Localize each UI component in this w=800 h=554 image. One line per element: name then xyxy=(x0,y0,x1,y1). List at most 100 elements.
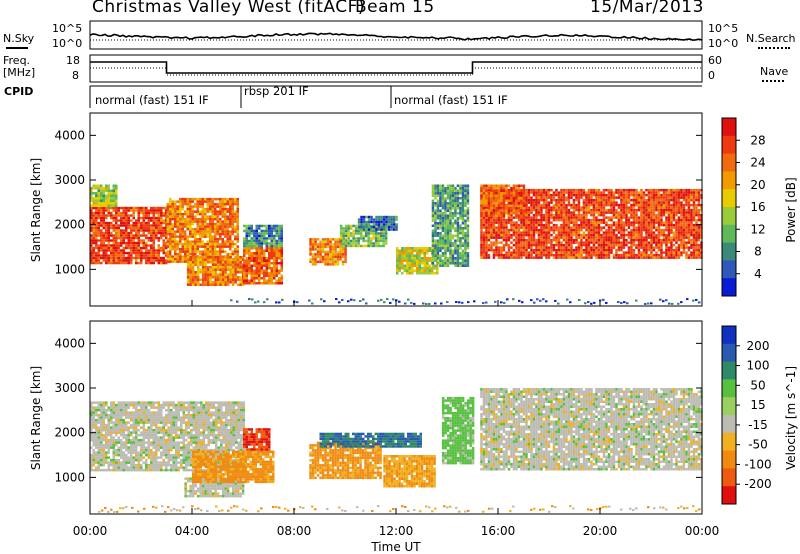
freq-left-label-1: Freq. xyxy=(3,54,31,67)
velocity-colorbar-swatch-0 xyxy=(722,326,736,345)
velocity-colorbar-label: Velocity [m s^-1] xyxy=(784,366,798,470)
velocity-colorbar-swatch-2 xyxy=(722,361,736,380)
noise-series-line xyxy=(89,32,703,42)
date-label: 15/Mar/2013 xyxy=(590,0,704,17)
velocity-colorbar-tick-label-3: 15 xyxy=(750,398,765,412)
noise-right-legend-line xyxy=(758,47,790,49)
cpid-segment-3: normal (fast) 151 IF xyxy=(394,93,508,107)
xtick-label-6: 00:00 xyxy=(685,524,720,538)
noise-panel-frame xyxy=(89,20,703,50)
power-colorbar-swatch-0 xyxy=(722,118,736,137)
noise-right-label: N.Search xyxy=(746,32,796,45)
noise-panel xyxy=(89,20,703,50)
power-ytick-label-3: 1000 xyxy=(54,262,85,276)
power-region-5 xyxy=(243,224,283,248)
power-colorbar-swatch-9 xyxy=(722,278,736,297)
velocity-ground-scatter xyxy=(98,505,701,513)
velocity-colorbar-swatch-8 xyxy=(722,468,736,487)
power-region-1 xyxy=(90,184,118,207)
velocity-colorbar-swatch-9 xyxy=(722,486,736,505)
xtick-label-4: 16:00 xyxy=(481,524,516,538)
power-region-4 xyxy=(243,247,283,285)
power-region-3 xyxy=(186,256,245,286)
freq-right-tick-top: 60 xyxy=(708,54,722,67)
xtick-label-0: 00:00 xyxy=(73,524,108,538)
cpid-label: CPID xyxy=(4,85,34,98)
velocity-colorbar-frame xyxy=(721,325,737,505)
power-colorbar-tick-label-5: 8 xyxy=(754,245,762,259)
velocity-cells xyxy=(90,388,703,513)
velocity-colorbar-tick-label-7: -200 xyxy=(744,477,771,491)
velocity-y-axis-label: Slant Range [km] xyxy=(29,366,43,470)
power-region-12 xyxy=(480,184,526,217)
power-colorbar-swatch-2 xyxy=(722,153,736,172)
velocity-region-6 xyxy=(383,455,436,488)
cpid-segment-1: normal (fast) 151 IF xyxy=(95,93,209,107)
noise-left-tick-top: 10^5 xyxy=(52,22,83,35)
power-ytick-label-0: 4000 xyxy=(54,128,85,142)
freq-right-label: Nave xyxy=(760,65,789,78)
power-colorbar-swatch-3 xyxy=(722,171,736,190)
velocity-colorbar-swatch-3 xyxy=(722,379,736,398)
velocity-region-7 xyxy=(441,396,475,465)
power-region-2 xyxy=(166,197,239,263)
power-ground-scatter xyxy=(230,298,701,305)
power-y-axis-label: Slant Range [km] xyxy=(29,158,43,262)
power-panel: 4000 3000 2000 1000 xyxy=(54,112,703,307)
power-colorbar-tick-label-0: 28 xyxy=(750,133,765,147)
nave-series-line xyxy=(90,67,702,76)
power-cells xyxy=(90,184,703,305)
freq-left-tick-top: 18 xyxy=(66,54,80,67)
xtick-label-1: 04:00 xyxy=(175,524,210,538)
velocity-colorbar-tick-label-2: 50 xyxy=(750,378,765,392)
freq-panel xyxy=(89,54,703,83)
freq-series-line xyxy=(90,61,702,74)
station-title: Christmas Valley West (fitACF) xyxy=(92,0,366,17)
xtick-label-2: 08:00 xyxy=(277,524,312,538)
velocity-colorbar-swatch-6 xyxy=(722,432,736,452)
velocity-colorbar-tick-label-5: -50 xyxy=(748,438,768,452)
power-colorbar-swatch-7 xyxy=(722,242,736,261)
power-colorbar-label: Power [dB] xyxy=(784,177,798,242)
power-region-7 xyxy=(339,224,388,248)
velocity-colorbar-tick-label-4: -15 xyxy=(748,418,768,432)
freq-left-label-2: [MHz] xyxy=(3,66,36,79)
cpid-segment-2: rbsp 201 IF xyxy=(244,84,309,98)
freq-right-legend-line xyxy=(762,80,784,82)
noise-right-tick-bottom: 10^0 xyxy=(708,37,739,50)
cpid-bar xyxy=(89,85,702,108)
power-region-10 xyxy=(431,184,470,267)
power-colorbar-swatch-4 xyxy=(722,189,736,208)
power-region-6 xyxy=(309,238,347,266)
noise-left-tick-bottom: 10^0 xyxy=(52,37,83,50)
velocity-colorbar-tick-label-1: 100 xyxy=(747,359,770,373)
velocity-colorbar-swatch-1 xyxy=(722,343,736,363)
noise-left-label: N.Sky xyxy=(3,32,35,45)
power-colorbar: 28 24 20 16 12 8 4 xyxy=(721,117,766,297)
power-colorbar-swatch-6 xyxy=(722,224,736,244)
velocity-ytick-label-1: 3000 xyxy=(54,381,85,395)
velocity-colorbar-swatch-5 xyxy=(722,415,736,434)
power-colorbar-tick-label-3: 16 xyxy=(750,200,765,214)
noise-left-legend-line xyxy=(6,47,28,49)
freq-left-tick-bottom: 8 xyxy=(72,69,79,82)
beam-label: Beam 15 xyxy=(355,0,435,17)
velocity-region-8 xyxy=(480,388,703,471)
power-colorbar-swatch-8 xyxy=(722,260,736,279)
power-colorbar-swatch-1 xyxy=(722,135,736,155)
power-ytick-label-1: 3000 xyxy=(54,173,85,187)
power-region-8 xyxy=(357,215,398,231)
power-colorbar-tick-label-2: 20 xyxy=(750,178,765,192)
xtick-label-5: 20:00 xyxy=(583,524,618,538)
velocity-region-5 xyxy=(319,432,422,448)
xtick-label-3: 12:00 xyxy=(379,524,414,538)
x-axis-label: Time UT xyxy=(370,540,421,554)
power-colorbar-tick-label-6: 4 xyxy=(754,267,762,281)
velocity-ytick-label-3: 1000 xyxy=(54,470,85,484)
velocity-colorbar-tick-label-6: -100 xyxy=(744,457,771,471)
power-colorbar-swatch-5 xyxy=(722,207,736,226)
power-ytick-label-2: 2000 xyxy=(54,218,85,232)
velocity-colorbar: 200 100 50 15 -15 -50 -100 -200 xyxy=(721,325,772,505)
noise-right-tick-top: 10^5 xyxy=(708,22,739,35)
